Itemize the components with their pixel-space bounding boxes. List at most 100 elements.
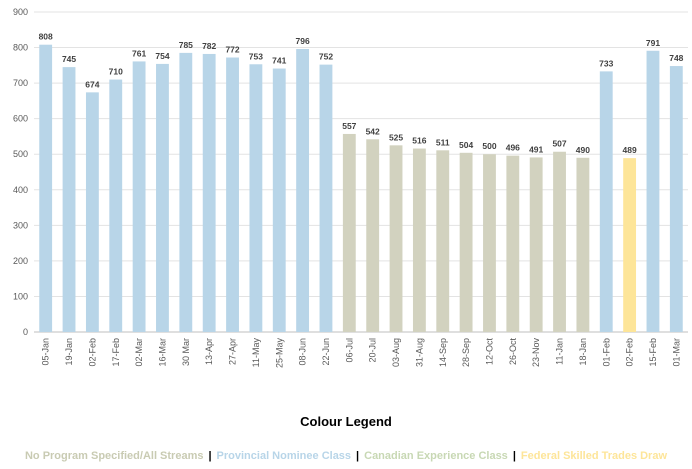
bar-15-feb bbox=[646, 50, 660, 332]
y-tick-label: 600 bbox=[13, 114, 28, 124]
data-label: 791 bbox=[646, 38, 660, 48]
bar-30-mar bbox=[179, 52, 193, 333]
bar-28-sep bbox=[459, 152, 473, 332]
bar-02-feb bbox=[85, 92, 99, 332]
data-label: 796 bbox=[296, 36, 310, 46]
data-label: 674 bbox=[85, 79, 99, 89]
bar-02-feb bbox=[623, 158, 637, 332]
x-tick-label: 19-Jan bbox=[64, 338, 74, 366]
x-tick-label: 01-Mar bbox=[671, 338, 681, 367]
data-label: 504 bbox=[459, 140, 473, 150]
data-label: 496 bbox=[506, 143, 520, 153]
legend-item-fst: Federal Skilled Trades Draw bbox=[520, 450, 668, 462]
bar-03-aug bbox=[389, 145, 403, 332]
data-label: 710 bbox=[109, 67, 123, 77]
data-label: 785 bbox=[179, 40, 193, 50]
y-tick-label: 900 bbox=[13, 7, 28, 17]
data-label: 491 bbox=[529, 144, 543, 154]
bars bbox=[39, 44, 683, 333]
y-tick-label: 200 bbox=[13, 256, 28, 266]
bar-05-jan bbox=[39, 44, 53, 332]
bar-22-jun bbox=[319, 64, 333, 332]
data-label: 516 bbox=[412, 136, 426, 146]
bar-18-jan bbox=[576, 157, 590, 332]
y-tick-label: 700 bbox=[13, 78, 28, 88]
y-tick-label: 500 bbox=[13, 149, 28, 159]
y-tick-label: 0 bbox=[23, 327, 28, 337]
data-label: 500 bbox=[482, 141, 496, 151]
bar-06-jul bbox=[342, 133, 356, 332]
x-tick-label: 12-Oct bbox=[484, 338, 494, 366]
x-tick-label: 02-Feb bbox=[625, 338, 635, 367]
bar-19-jan bbox=[62, 67, 76, 332]
bar-08-jun bbox=[296, 48, 310, 332]
x-tick-label: 01-Feb bbox=[601, 338, 611, 367]
data-label: 782 bbox=[202, 41, 216, 51]
bar-20-jul bbox=[366, 139, 380, 332]
y-tick-label: 100 bbox=[13, 291, 28, 301]
x-tick-label: 22-Jun bbox=[321, 338, 331, 366]
x-tick-label: 15-Feb bbox=[648, 338, 658, 367]
x-tick-label: 28-Sep bbox=[461, 338, 471, 367]
bar-02-mar bbox=[132, 61, 146, 333]
x-tick-label: 18-Jan bbox=[578, 338, 588, 366]
data-label: 525 bbox=[389, 132, 403, 142]
x-tick-label: 16-Mar bbox=[157, 338, 167, 367]
bar-31-aug bbox=[412, 148, 426, 332]
x-tick-label: 31-Aug bbox=[414, 338, 424, 367]
bar-25-may bbox=[272, 68, 286, 333]
data-label: 752 bbox=[319, 52, 333, 62]
x-tick-label: 23-Nov bbox=[531, 338, 541, 368]
bar-14-sep bbox=[436, 150, 450, 332]
x-tick-label: 05-Jan bbox=[41, 338, 51, 366]
x-tick-label: 17-Feb bbox=[111, 338, 121, 367]
legend-item-pnp: Provincial Nominee Class bbox=[216, 450, 352, 462]
bar-17-feb bbox=[109, 79, 123, 332]
gridlines bbox=[34, 11, 688, 333]
bar-13-apr bbox=[202, 53, 216, 332]
bar-11-may bbox=[249, 64, 263, 333]
data-label: 761 bbox=[132, 48, 146, 58]
x-tick-label: 14-Sep bbox=[438, 338, 448, 367]
data-label: 733 bbox=[599, 58, 613, 68]
x-axis-ticks: 05-Jan 19-Jan 02-Feb 17-Feb 02-Mar 16-Mar 30 M… bbox=[41, 338, 682, 369]
x-tick-label: 26-Oct bbox=[508, 338, 518, 366]
x-tick-label: 03-Aug bbox=[391, 338, 401, 367]
data-label: 489 bbox=[623, 145, 637, 155]
x-tick-label: 11-May bbox=[251, 338, 261, 368]
data-label: 507 bbox=[552, 139, 566, 149]
legend-item-all-streams: No Program Specified/All Streams bbox=[24, 450, 204, 462]
x-tick-label: 11-Jan bbox=[555, 338, 565, 365]
bar-16-mar bbox=[156, 63, 169, 333]
data-labels: 808 745 674 710 761 754 785 782 772 753 741 796 752 5… bbox=[39, 32, 684, 155]
data-label: 490 bbox=[576, 145, 590, 155]
legend-separator: | bbox=[512, 450, 516, 462]
bar-01-mar bbox=[669, 66, 683, 333]
data-label: 741 bbox=[272, 56, 286, 66]
bar-12-oct bbox=[483, 154, 496, 332]
bar-01-feb bbox=[599, 71, 613, 332]
data-label: 542 bbox=[366, 126, 380, 136]
data-label: 754 bbox=[155, 51, 169, 61]
x-tick-label: 27-Apr bbox=[228, 338, 238, 365]
x-tick-label: 02-Feb bbox=[87, 338, 97, 367]
y-axis-ticks: 0 100 200 300 400 500 600 700 800 900 bbox=[13, 7, 28, 337]
x-tick-label: 13-Apr bbox=[204, 338, 214, 365]
data-label: 748 bbox=[669, 53, 683, 63]
bar-27-apr bbox=[226, 57, 239, 333]
data-label: 557 bbox=[342, 121, 356, 131]
bar-chart: 0 100 200 300 400 500 600 700 800 900 808 745 674 71… bbox=[13, 7, 688, 369]
x-tick-label: 30 Mar bbox=[181, 338, 191, 366]
legend-title: Colour Legend bbox=[300, 414, 392, 429]
data-label: 753 bbox=[249, 51, 263, 61]
x-tick-label: 02-Mar bbox=[134, 338, 144, 367]
data-label: 511 bbox=[436, 137, 450, 147]
legend: No Program Specified/All Streams | Provinc… bbox=[0, 450, 692, 462]
data-label: 745 bbox=[62, 54, 76, 64]
x-tick-label: 25-May bbox=[274, 338, 284, 369]
bar-26-oct bbox=[506, 155, 520, 332]
legend-item-cec: Canadian Experience Class bbox=[364, 450, 508, 462]
data-label: 772 bbox=[225, 45, 239, 55]
bar-11-jan bbox=[553, 151, 566, 332]
x-tick-label: 08-Jun bbox=[298, 338, 308, 366]
